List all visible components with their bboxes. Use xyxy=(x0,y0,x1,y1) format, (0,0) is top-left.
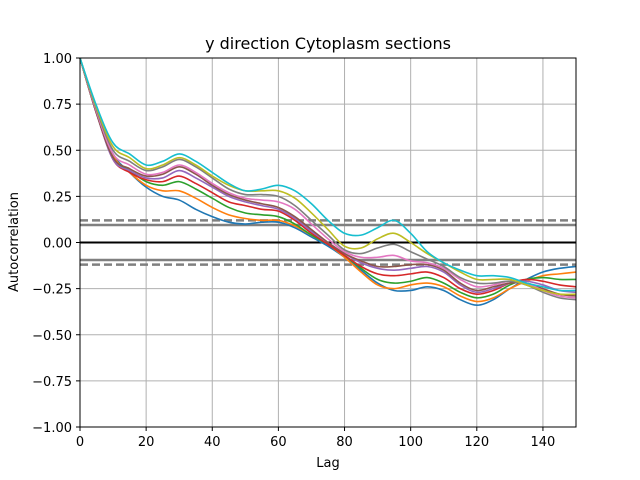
series-line-8 xyxy=(79,57,577,301)
series-line-7 xyxy=(79,57,577,299)
chart-title: y direction Cytoplasm sections xyxy=(205,34,451,53)
x-axis-ticks: 0 20 40 60 80 100 120 140 xyxy=(76,427,555,450)
series-line-1 xyxy=(79,57,577,307)
y-tick-label: 1.00 xyxy=(43,52,72,67)
y-axis-ticks: 1.00 0.75 0.50 0.25 0.00 −0.25 −0.50 −0.75 −1.00 xyxy=(32,52,80,436)
series-line-3 xyxy=(79,57,577,299)
y-tick-label: 0.50 xyxy=(43,144,72,159)
x-tick-label: 100 xyxy=(398,435,423,450)
y-tick-label: −0.50 xyxy=(32,329,72,344)
y-tick-label: 0.75 xyxy=(43,98,72,113)
y-tick-label: −0.25 xyxy=(32,283,72,298)
series-line-4 xyxy=(79,57,577,295)
series-lines xyxy=(79,57,577,307)
x-tick-label: 140 xyxy=(531,435,556,450)
x-axis-label: Lag xyxy=(316,456,339,471)
y-axis-label: Autocorrelation xyxy=(7,192,22,292)
x-tick-label: 120 xyxy=(464,435,489,450)
y-tick-label: −0.75 xyxy=(32,375,72,390)
y-tick-label: 0.25 xyxy=(43,190,72,205)
y-tick-label: −1.00 xyxy=(32,421,72,436)
x-tick-label: 80 xyxy=(336,435,353,450)
series-line-10 xyxy=(79,57,577,292)
x-tick-label: 0 xyxy=(76,435,84,450)
x-tick-label: 40 xyxy=(204,435,221,450)
series-line-9 xyxy=(79,57,577,296)
series-line-5 xyxy=(79,57,577,294)
x-tick-label: 20 xyxy=(138,435,155,450)
y-tick-label: 0.00 xyxy=(43,237,72,252)
x-tick-label: 60 xyxy=(270,435,287,450)
series-line-6 xyxy=(79,57,577,297)
